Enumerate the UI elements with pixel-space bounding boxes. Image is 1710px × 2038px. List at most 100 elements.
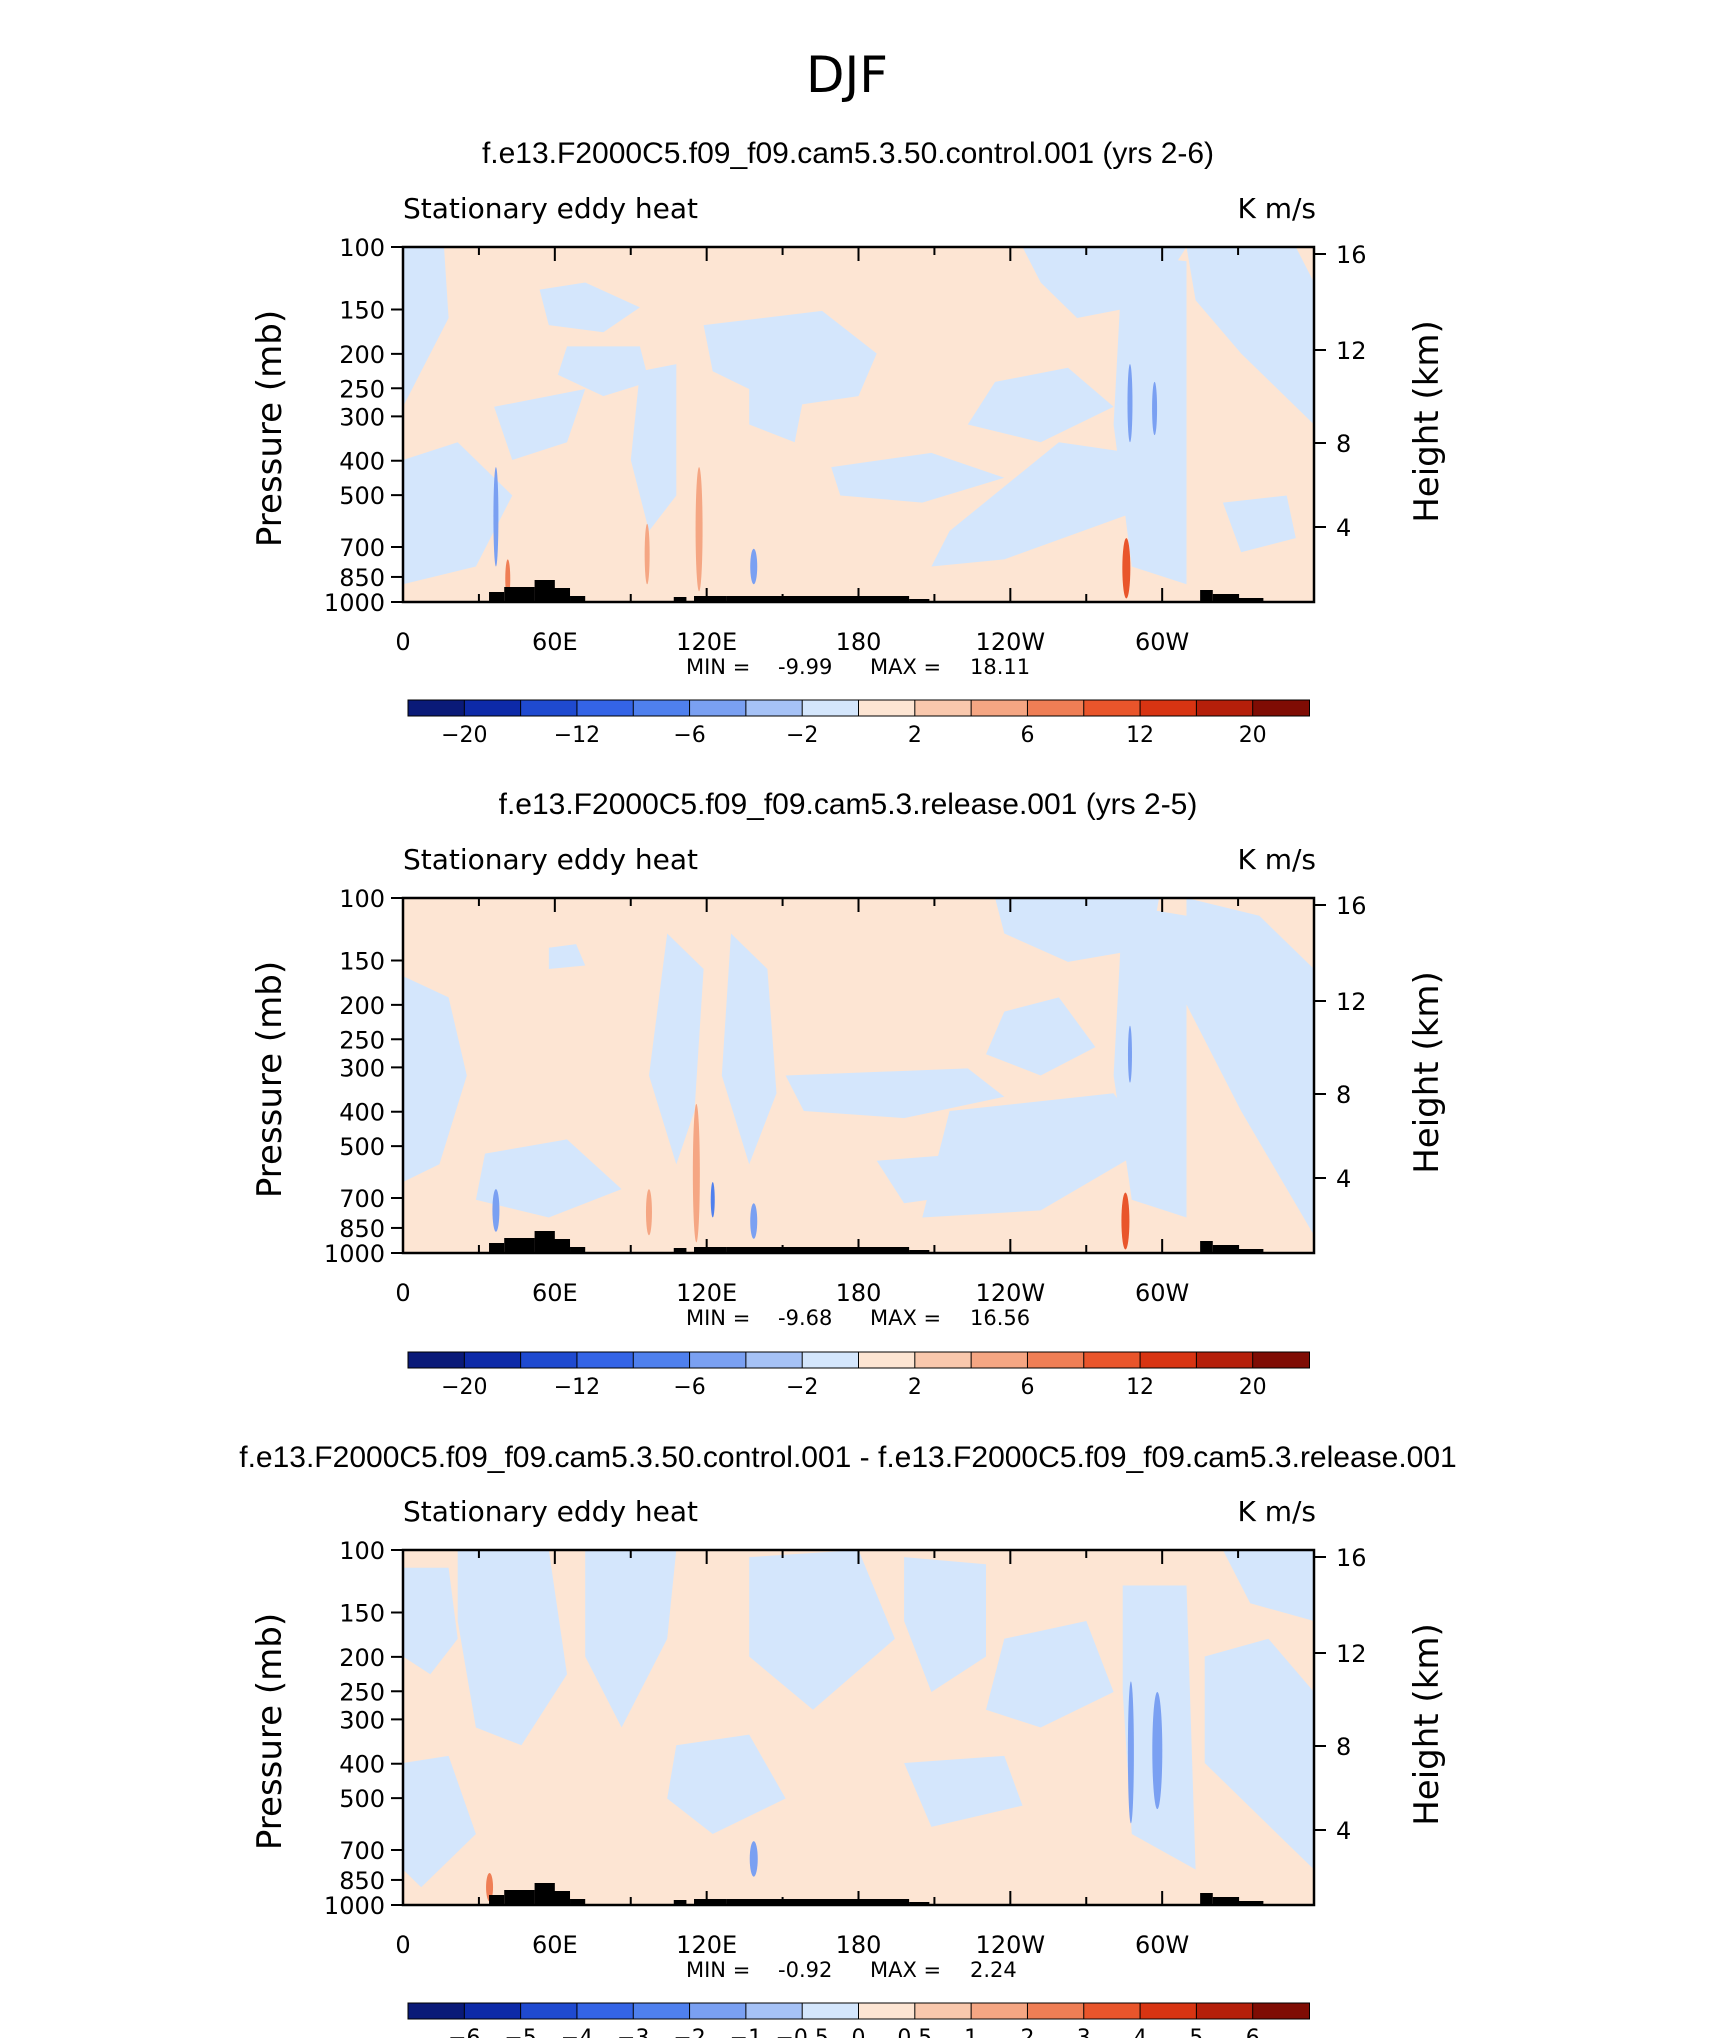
y-right-tick-label: 16: [1336, 1544, 1367, 1572]
x-tick-label: 60W: [1135, 1279, 1189, 1307]
colorbar-label: 20: [1239, 723, 1267, 748]
colorbar-swatch: [1195, 1351, 1254, 1369]
colorbar-swatch: [858, 1351, 916, 1369]
topography: [694, 1247, 727, 1253]
colorbar-swatch: [520, 2002, 578, 2020]
x-tick-label: 120W: [976, 1279, 1046, 1307]
colorbar-swatch: [520, 1351, 578, 1369]
page-title: DJF: [806, 46, 888, 104]
topography: [1212, 1897, 1239, 1905]
contour-region: [1222, 495, 1296, 553]
contour-streak: [493, 467, 499, 567]
colorbar: −20 −12 −6 −2 2 6 12 20: [407, 1351, 1310, 1400]
colorbar-swatch: [1026, 1351, 1085, 1369]
y-right-tick-label: 8: [1336, 1081, 1351, 1109]
topography: [909, 1902, 930, 1905]
x-tick-label: 60E: [532, 628, 578, 656]
y-right-tick-label: 12: [1336, 337, 1367, 365]
topography: [1200, 1893, 1213, 1905]
topography: [1238, 598, 1264, 602]
y-tick-label: 100: [339, 234, 385, 262]
colorbar: −20 −12 −6 −2 2 6 12 20: [407, 699, 1310, 748]
y-right-tick-label: 12: [1336, 988, 1367, 1016]
contour-region: [986, 1621, 1114, 1728]
contour-region: [876, 1153, 1005, 1204]
units-label: K m/s: [1237, 1495, 1316, 1528]
topography: [673, 597, 687, 602]
topography: [1200, 1241, 1213, 1253]
y-tick-label: 400: [339, 448, 385, 476]
contour-region: [539, 282, 640, 333]
topography: [534, 580, 555, 602]
contour-region: [649, 933, 704, 1165]
colorbar-swatch: [1195, 2002, 1254, 2020]
colorbar-swatch: [914, 1351, 973, 1369]
topography: [570, 1247, 586, 1253]
y-tick-label: 1000: [324, 1892, 385, 1920]
y-tick-label: 400: [339, 1751, 385, 1779]
y-axis-label: Pressure (mb): [250, 961, 290, 1198]
contour-region: [403, 976, 467, 1182]
colorbar-swatch: [914, 2002, 973, 2020]
min-value: -0.92: [778, 1958, 832, 1982]
colorbar-swatch: [1083, 2002, 1142, 2020]
contour-streak: [492, 1189, 500, 1232]
contour-region: [494, 389, 586, 460]
x-tick-label: 120W: [976, 1931, 1046, 1959]
panel-title: f.e13.F2000C5.f09_f09.cam5.3.50.control.…: [239, 1441, 1456, 1474]
colorbar-label: −12: [554, 1375, 600, 1400]
contour-region: [904, 1557, 986, 1692]
min-label: MIN =: [686, 655, 750, 679]
chart-panel-2: f.e13.F2000C5.f09_f09.cam5.3.release.001…: [250, 788, 1447, 1400]
colorbar-swatch: [576, 2002, 635, 2020]
x-tick-label: 180: [836, 1931, 882, 1959]
panel-title: f.e13.F2000C5.f09_f09.cam5.3.50.control.…: [482, 137, 1214, 170]
contour-region: [1186, 247, 1314, 425]
colorbar-swatch: [407, 2002, 466, 2020]
colorbar-label: 5: [1189, 2026, 1203, 2038]
contour-region: [1222, 1550, 1314, 1621]
max-value: 2.24: [970, 1958, 1017, 1982]
topography: [1238, 1249, 1264, 1253]
y-tick-label: 150: [339, 297, 385, 325]
colorbar-label: −5: [504, 2026, 536, 2038]
contour-region: [475, 1139, 622, 1218]
colorbar-swatch: [1252, 1351, 1310, 1369]
colorbar-label: −2: [786, 1375, 818, 1400]
topography: [504, 1890, 535, 1905]
colorbar-swatch: [632, 699, 691, 717]
contour-streak: [750, 1203, 758, 1239]
contour-region: [1186, 898, 1314, 1236]
contour-region: [721, 933, 777, 1165]
colorbar: −6 −5 −4 −3 −2 −1 −0.5 0 0.5 1 2 3 4 5 6: [407, 2002, 1310, 2038]
contour-streak: [692, 1103, 700, 1243]
max-label: MAX =: [870, 1306, 941, 1330]
y-right-tick-label: 4: [1336, 514, 1351, 542]
chart-panel-1: f.e13.F2000C5.f09_f09.cam5.3.50.control.…: [250, 137, 1447, 748]
colorbar-swatch: [689, 1351, 747, 1369]
colorbar-swatch: [1252, 2002, 1310, 2020]
y-right-axis-label: Height (km): [1407, 1623, 1447, 1826]
y-tick-label: 150: [339, 948, 385, 976]
contour-region: [630, 364, 677, 531]
units-label: K m/s: [1237, 843, 1316, 876]
contour-region: [1204, 1638, 1314, 1870]
units-label: K m/s: [1237, 192, 1316, 225]
colorbar-label: −6: [673, 1375, 705, 1400]
colorbar-label: 20: [1239, 1375, 1267, 1400]
contour-streak: [645, 1189, 652, 1236]
colorbar-swatch: [1083, 699, 1142, 717]
min-value: -9.99: [778, 655, 832, 679]
topography: [1200, 590, 1213, 602]
chart-panel-3: f.e13.F2000C5.f09_f09.cam5.3.50.control.…: [239, 1441, 1456, 2038]
colorbar-label: −20: [441, 723, 487, 748]
contour-region: [457, 1550, 567, 1746]
topography: [504, 1238, 535, 1253]
colorbar-swatch: [914, 699, 973, 717]
y-tick-label: 500: [339, 1133, 385, 1161]
contour-region: [667, 1734, 786, 1834]
colorbar-swatch: [632, 2002, 691, 2020]
colorbar-swatch: [463, 1351, 522, 1369]
contour-streak: [710, 1182, 715, 1218]
x-tick-label: 60W: [1135, 628, 1189, 656]
